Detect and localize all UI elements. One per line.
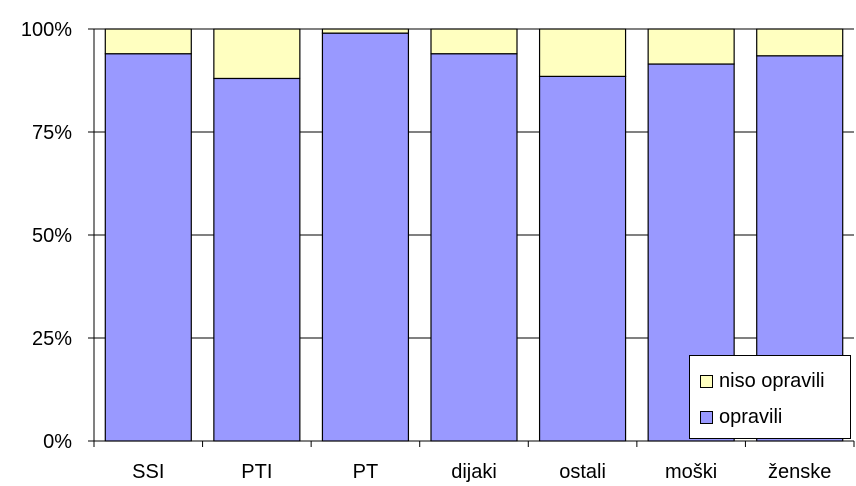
legend-label-niso-opravili: niso opravili: [719, 370, 825, 392]
bar-segment-opravili: [321, 32, 410, 442]
x-tick-label: PT: [353, 461, 379, 483]
axes: [88, 28, 855, 447]
legend-item-niso-opravili: niso opravili: [700, 370, 825, 393]
y-tick-label: 0%: [43, 431, 72, 453]
y-tick-label: 50%: [32, 225, 72, 247]
bar-segment-niso-opravili: [104, 28, 192, 55]
bar-segment-niso-opravili: [430, 28, 518, 55]
bar-segment-opravili: [538, 75, 627, 442]
x-tick-label: ženske: [768, 461, 831, 483]
x-tick-label: ostali: [559, 461, 606, 483]
legend-item-opravili: opravili: [700, 406, 782, 429]
bar-segment-niso-opravili: [213, 28, 301, 80]
x-tick-label: dijaki: [451, 461, 497, 483]
bar-segment-niso-opravili: [538, 28, 627, 77]
legend-swatch-niso-opravili: [700, 375, 713, 388]
bars: [104, 28, 844, 442]
x-tick-labels: SSI PTI PT dijaki ostali moški ženske: [132, 461, 831, 483]
bar-segment-opravili: [213, 77, 301, 442]
bar-segment-opravili: [104, 53, 192, 442]
y-tick-label: 25%: [32, 328, 72, 350]
bar-segment-niso-opravili: [321, 28, 410, 34]
legend-label-opravili: opravili: [719, 406, 783, 428]
x-tick-label: SSI: [132, 461, 164, 483]
bar-segment-niso-opravili: [647, 28, 735, 65]
y-tick-labels: 0% 25% 50% 75% 100%: [21, 19, 72, 453]
legend: niso opravili opravili: [689, 355, 851, 439]
y-tick-label: 100%: [21, 19, 72, 41]
bar-segment-niso-opravili: [756, 28, 844, 57]
legend-swatch-opravili: [700, 411, 713, 424]
x-tick-label: moški: [665, 461, 717, 483]
x-tick-label: PTI: [241, 461, 272, 483]
bar-segment-opravili: [430, 53, 518, 442]
y-tick-label: 75%: [32, 122, 72, 144]
